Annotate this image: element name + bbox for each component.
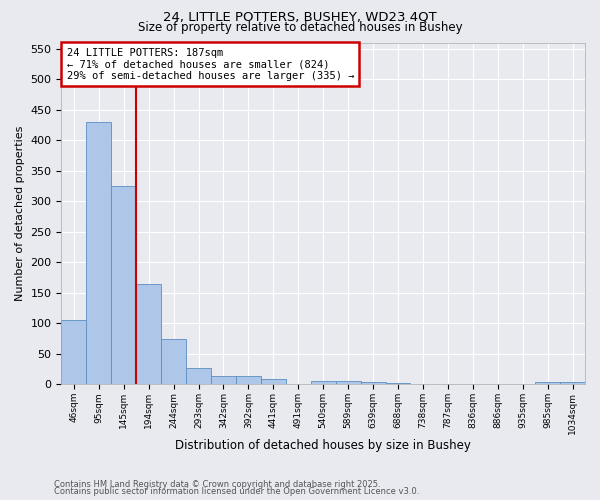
X-axis label: Distribution of detached houses by size in Bushey: Distribution of detached houses by size … — [175, 440, 471, 452]
Text: Size of property relative to detached houses in Bushey: Size of property relative to detached ho… — [137, 22, 463, 35]
Text: Contains HM Land Registry data © Crown copyright and database right 2025.: Contains HM Land Registry data © Crown c… — [54, 480, 380, 489]
Bar — [236, 376, 261, 384]
Text: 24 LITTLE POTTERS: 187sqm
← 71% of detached houses are smaller (824)
29% of semi: 24 LITTLE POTTERS: 187sqm ← 71% of detac… — [67, 48, 354, 81]
Bar — [311, 382, 335, 384]
Y-axis label: Number of detached properties: Number of detached properties — [15, 126, 25, 301]
Bar — [335, 382, 361, 384]
Bar — [361, 382, 386, 384]
Bar — [161, 338, 186, 384]
Bar — [386, 383, 410, 384]
Bar — [86, 122, 111, 384]
Bar — [560, 382, 585, 384]
Text: Contains public sector information licensed under the Open Government Licence v3: Contains public sector information licen… — [54, 488, 419, 496]
Bar — [136, 284, 161, 384]
Bar — [61, 320, 86, 384]
Bar — [535, 382, 560, 384]
Text: 24, LITTLE POTTERS, BUSHEY, WD23 4QT: 24, LITTLE POTTERS, BUSHEY, WD23 4QT — [163, 11, 437, 24]
Bar — [211, 376, 236, 384]
Bar — [186, 368, 211, 384]
Bar — [111, 186, 136, 384]
Bar — [261, 379, 286, 384]
